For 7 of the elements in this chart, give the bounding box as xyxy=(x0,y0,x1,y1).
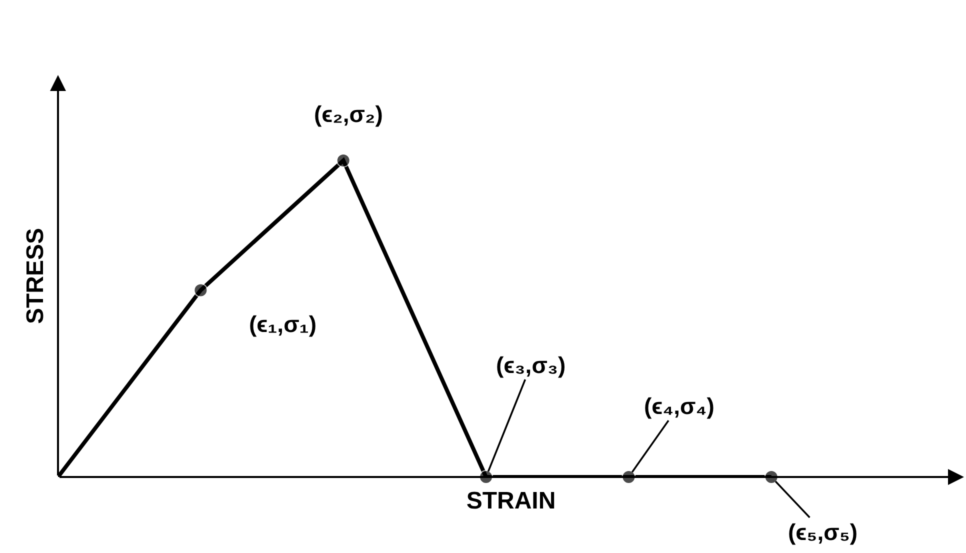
annotation: (ϵ₃,σ₃) xyxy=(496,352,566,378)
y-axis-title: STRESS xyxy=(22,228,50,324)
annotation: (ϵ₁,σ₁) xyxy=(249,311,316,337)
x-axis-title: STRAIN xyxy=(466,487,556,514)
annotation: (ϵ₄,σ₄) xyxy=(644,393,714,419)
text: (ϵ₂,σ₂) xyxy=(314,101,383,127)
text: (ϵ₅,σ₅) xyxy=(788,519,858,545)
